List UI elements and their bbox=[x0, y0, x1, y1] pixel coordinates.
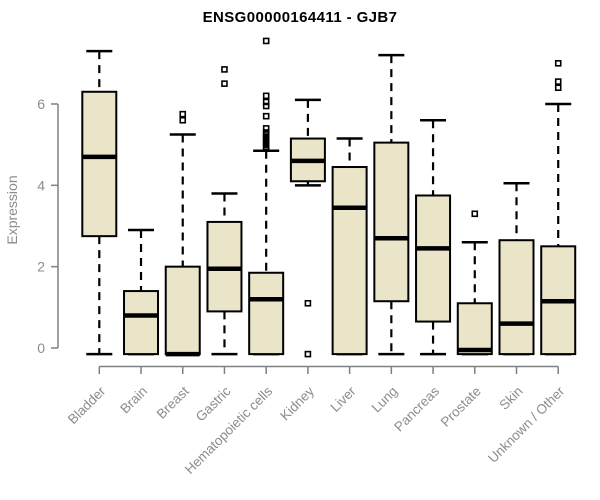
y-axis: 0 2 4 6 bbox=[37, 96, 59, 356]
x-tick-label-brain: Brain bbox=[117, 384, 150, 417]
box-rect bbox=[373, 141, 410, 303]
x-tick-label-bladder: Bladder bbox=[65, 383, 109, 427]
box-rect bbox=[331, 166, 368, 356]
box-rect bbox=[164, 265, 201, 356]
x-tick-label-prostate: Prostate bbox=[438, 384, 484, 430]
outlier-point bbox=[179, 110, 187, 118]
box-liver bbox=[331, 137, 368, 356]
box-hematopoietic-cells bbox=[248, 37, 285, 356]
outlier-point bbox=[554, 84, 562, 92]
outlier-point bbox=[304, 350, 312, 358]
y-tick-label: 4 bbox=[37, 177, 45, 193]
x-tick-label-gastric: Gastric bbox=[193, 383, 234, 424]
box-skin bbox=[498, 182, 535, 356]
box-rect bbox=[498, 239, 535, 356]
outlier-point bbox=[262, 112, 270, 120]
box-rect bbox=[248, 271, 285, 356]
outlier-point bbox=[471, 210, 479, 218]
box-gastric bbox=[206, 66, 243, 356]
y-axis-label: Expression bbox=[4, 175, 20, 245]
x-tick-label-skin: Skin bbox=[496, 384, 525, 413]
outlier-point bbox=[554, 60, 562, 67]
outlier-point bbox=[554, 78, 562, 85]
outlier-point bbox=[262, 37, 270, 45]
box-kidney bbox=[289, 98, 326, 358]
box-lung bbox=[373, 53, 410, 356]
box-breast bbox=[164, 110, 201, 357]
x-tick-label-lung: Lung bbox=[369, 384, 401, 416]
box-rect bbox=[456, 302, 493, 356]
box-rect bbox=[123, 290, 160, 356]
box-prostate bbox=[456, 210, 493, 356]
box-rect bbox=[415, 194, 452, 323]
box-pancreas bbox=[415, 118, 452, 356]
box-rect bbox=[81, 90, 118, 238]
y-tick-label: 6 bbox=[37, 96, 45, 112]
box-brain bbox=[123, 228, 160, 356]
x-tick-label-pancreas: Pancreas bbox=[391, 383, 442, 434]
outlier-point bbox=[262, 129, 270, 136]
outlier-point bbox=[221, 66, 228, 73]
chart-title: ENSG00000164411 - GJB7 bbox=[202, 9, 398, 26]
box-bladder bbox=[81, 49, 118, 356]
x-tick-label-unknown-other: Unknown / Other bbox=[485, 383, 568, 466]
y-tick-label: 2 bbox=[37, 259, 45, 275]
outlier-point bbox=[262, 92, 270, 100]
x-tick-label-kidney: Kidney bbox=[277, 383, 317, 423]
box-unknown-other bbox=[540, 60, 577, 356]
outlier-point bbox=[221, 80, 228, 87]
outlier-point bbox=[262, 102, 270, 110]
outlier-point bbox=[179, 116, 187, 124]
x-tick-label-liver: Liver bbox=[327, 383, 359, 415]
outlier-point bbox=[304, 299, 312, 307]
x-tick-label-breast: Breast bbox=[154, 383, 192, 421]
y-tick-label: 0 bbox=[37, 340, 45, 356]
outlier-point bbox=[262, 98, 270, 106]
outlier-point bbox=[262, 125, 270, 132]
